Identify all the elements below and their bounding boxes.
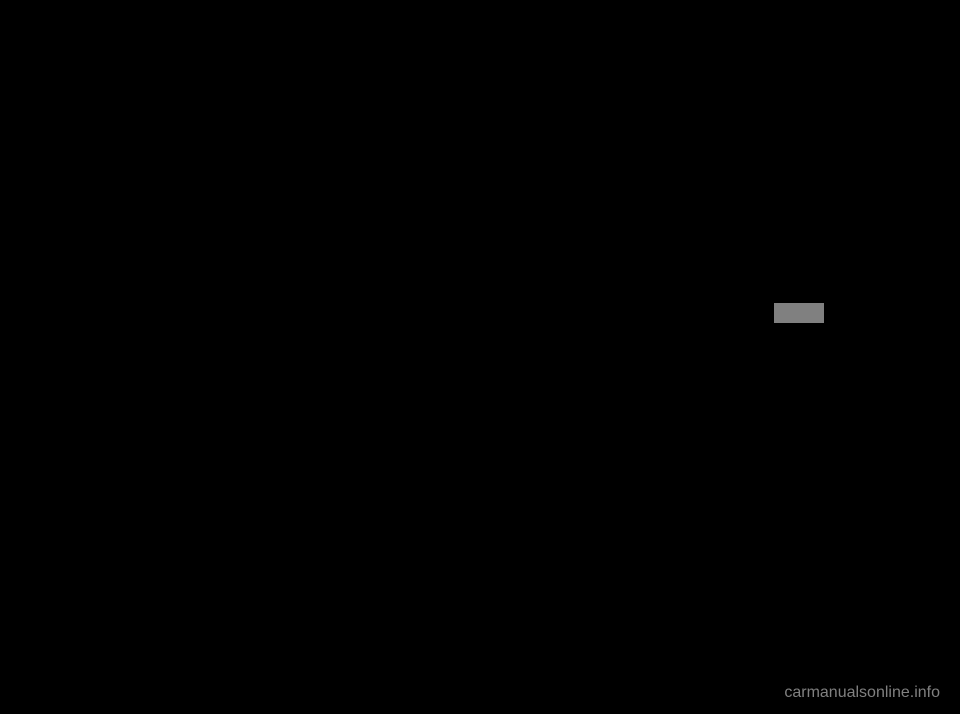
page-container: carmanualsonline.info [0, 0, 960, 714]
gray-highlight-box [774, 303, 824, 323]
watermark-text: carmanualsonline.info [784, 684, 940, 702]
